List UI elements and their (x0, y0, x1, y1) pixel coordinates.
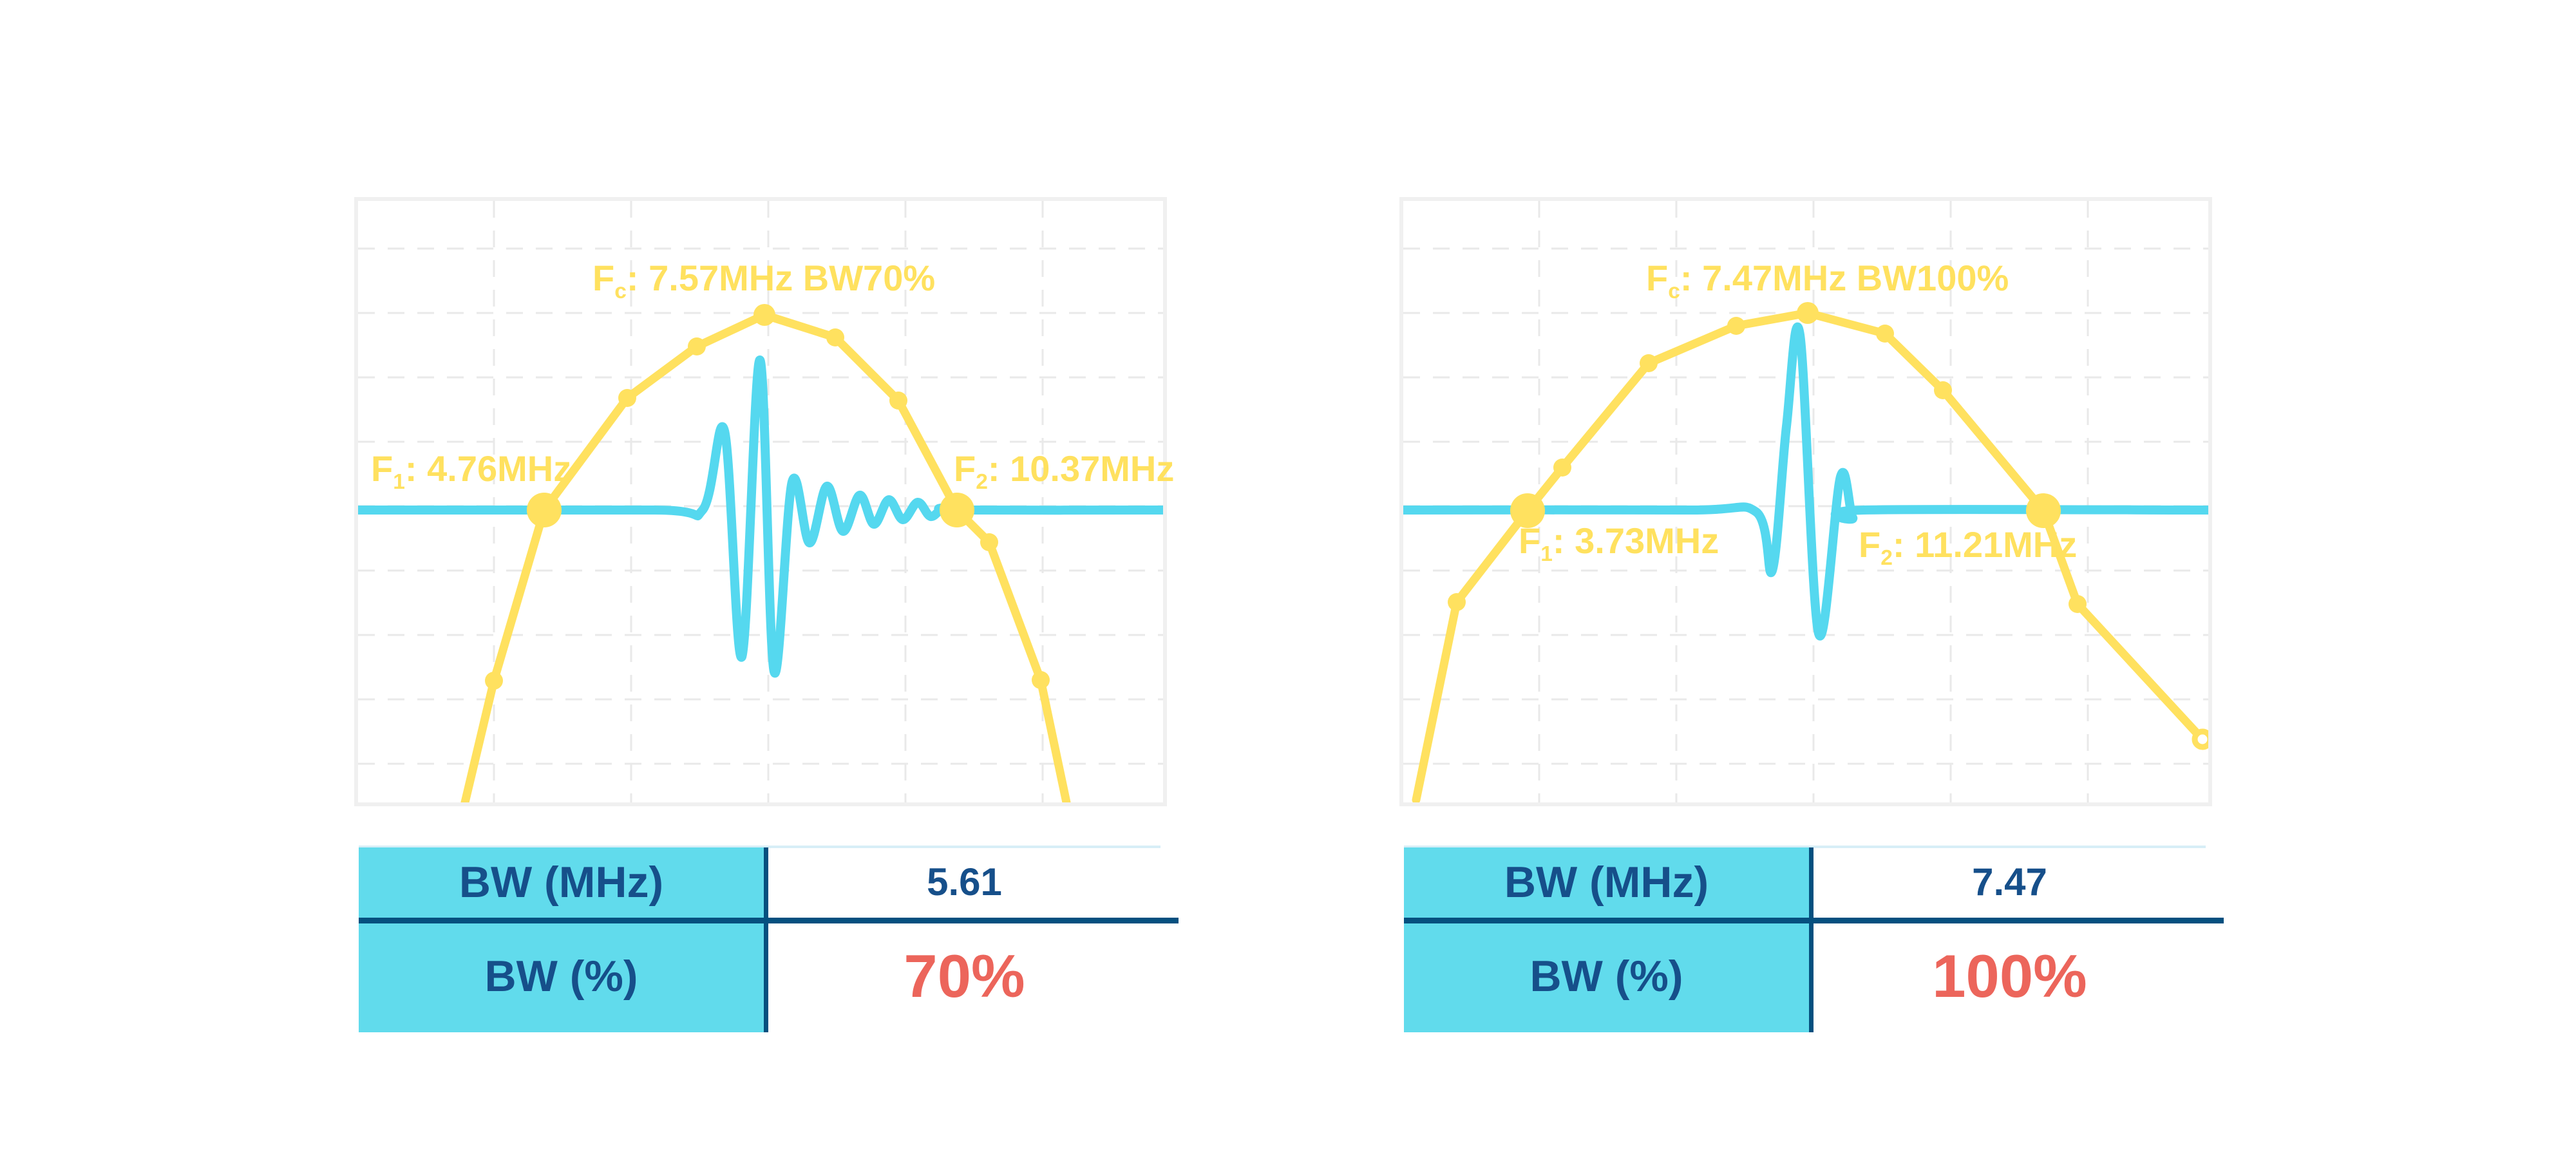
annotation-subscript: c (614, 279, 627, 303)
fc-annotation-right: Fc: 7.47MHz BW100% (1646, 258, 2009, 303)
bw-table-left: BW (MHz) 5.61 BW (%) 70% (359, 846, 1183, 1034)
f1-annotation-left: F1: 4.76MHz (371, 451, 571, 493)
annotation-prefix: F (371, 448, 393, 489)
table-row-value: 100% (1932, 942, 2087, 1010)
annotation-subscript: 2 (1880, 545, 1893, 570)
annotation-prefix: F (954, 448, 976, 489)
table-row-label: BW (%) (1530, 952, 1683, 1001)
annotation-text: : 7.57MHz BW70% (626, 258, 936, 298)
spectrum-data-marker (485, 672, 503, 690)
table-row-label: BW (MHz) (459, 858, 664, 907)
bandwidth-edge-marker (1510, 493, 1545, 528)
annotation-text: : 4.76MHz (404, 448, 572, 489)
annotation-prefix: F (1859, 524, 1881, 565)
spectrum-data-marker (618, 389, 636, 407)
center-frequency-marker (753, 304, 775, 326)
table-top-border (359, 846, 1160, 848)
table-row-label: BW (MHz) (1504, 858, 1709, 907)
spectrum-data-marker (688, 337, 706, 355)
f2-annotation-right: F2: 11.21MHz (1859, 527, 2077, 569)
table-top-border (1404, 846, 2206, 848)
table-row-value: 7.47 (1972, 860, 2047, 903)
spectrum-plot-right (1403, 201, 2208, 802)
table-row-divider (1404, 918, 2224, 923)
bandwidth-edge-marker (940, 493, 974, 527)
annotation-prefix: F (1646, 258, 1669, 298)
bandwidth-edge-marker (2026, 493, 2061, 528)
spectrum-data-marker (889, 392, 907, 410)
annotation-text: : 3.73MHz (1552, 520, 1719, 561)
table-row-divider (359, 918, 1179, 923)
fc-annotation-left: Fc: 7.57MHz BW70% (592, 258, 936, 303)
annotation-text: : 10.37MHz (987, 448, 1175, 489)
spectrum-data-marker (1553, 459, 1571, 477)
table-vertical-divider (764, 847, 768, 1032)
annotation-prefix: F (1519, 520, 1541, 561)
f1-annotation-right: F1: 3.73MHz (1519, 523, 1719, 565)
f2-annotation-left: F2: 10.37MHz (954, 451, 1174, 493)
table-header-column (1404, 847, 1809, 1032)
spectrum-data-marker (980, 533, 998, 551)
spectrum-data-marker (1448, 593, 1466, 611)
annotation-subscript: 1 (1540, 542, 1553, 566)
spectrum-data-marker (1934, 381, 1952, 399)
spectrum-curve (460, 310, 1071, 802)
curve-end-marker (2192, 728, 2208, 750)
spectrum-data-marker (1876, 325, 1894, 343)
annotation-prefix: F (592, 258, 615, 298)
table-vertical-divider (1809, 847, 1814, 1032)
bw-table-right: BW (MHz) 7.47 BW (%) 100% (1404, 846, 2228, 1034)
spectrum-chart-panel-left (354, 197, 1167, 806)
annotation-subscript: 2 (976, 469, 988, 494)
annotation-subscript: 1 (393, 469, 405, 494)
table-row-value: 70% (904, 942, 1025, 1010)
table-row-label: BW (%) (484, 952, 638, 1001)
spectrum-data-marker (826, 328, 844, 346)
pulse-waveform (358, 355, 1163, 678)
table-header-column (359, 847, 764, 1032)
spectrum-chart-panel-right (1399, 197, 2212, 806)
bandwidth-edge-marker (527, 493, 562, 527)
spectrum-plot-left (358, 201, 1163, 802)
annotation-text: : 11.21MHz (1892, 524, 2078, 565)
spectrum-data-marker (1640, 354, 1658, 372)
center-frequency-marker (1797, 302, 1819, 324)
pulse-waveform (1403, 322, 2208, 641)
spectrum-data-marker (1032, 671, 1050, 689)
spectrum-data-marker (1727, 317, 1745, 335)
spectrum-data-marker (2069, 595, 2087, 613)
table-row-value: 5.61 (927, 860, 1002, 903)
annotation-subscript: c (1668, 279, 1680, 303)
annotation-text: : 7.47MHz BW100% (1680, 258, 2009, 298)
